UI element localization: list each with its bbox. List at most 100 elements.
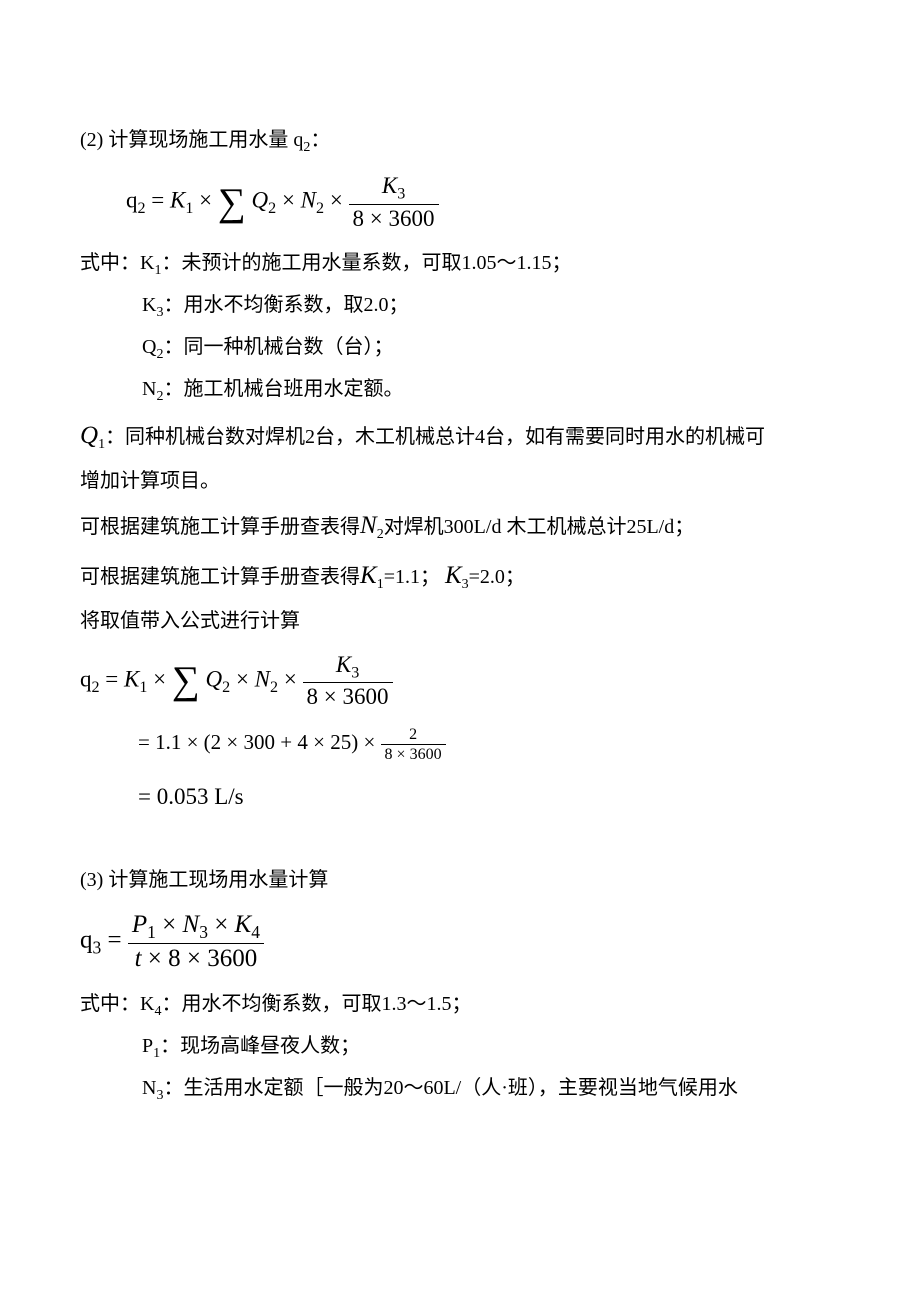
lookup1-pre: 可根据建筑施工计算手册查表得 — [80, 516, 360, 538]
sec3-formula: q3 = P1 × N3 × K4 t × 8 × 3600 — [80, 910, 840, 974]
c1-Q2: Q — [206, 666, 223, 691]
s3-t2: × — [208, 911, 235, 938]
sec2-defs-q2: Q2：同一种机械台数（台）； — [80, 327, 840, 369]
s3-N-sub: 3 — [199, 922, 208, 942]
c2-frac: 2 8 × 3600 — [381, 725, 446, 764]
sec2-lookup1: 可根据建筑施工计算手册查表得N2对焊机300L/d 木工机械总计25L/d； — [80, 501, 840, 551]
sec2-calc-lead: 将取值带入公式进行计算 — [80, 601, 840, 641]
c1-lhs: q — [80, 666, 92, 691]
defs-k1-txt: ：未预计的施工用水量系数，可取1.05～1.15； — [161, 252, 571, 274]
f-num-sub: 3 — [397, 186, 405, 203]
sec2-heading-tail: ： — [310, 129, 330, 151]
lookup1-N-sub: 2 — [377, 527, 384, 542]
sec2-q1-line2: 增加计算项目。 — [80, 461, 840, 501]
q1-sub: 1 — [98, 437, 105, 452]
c1-num-sub: 3 — [351, 664, 359, 681]
c2-num: 2 — [381, 725, 446, 745]
s3-k4: K — [140, 993, 154, 1015]
lookup2-K1-sub: 1 — [377, 577, 384, 592]
f-N2-sub: 2 — [316, 200, 324, 217]
c1-N2-sub: 2 — [270, 679, 278, 696]
q1-sym: Q — [80, 422, 98, 449]
sec2-defs-k3: K3：用水不均衡系数，取2.0； — [80, 285, 840, 327]
lookup1-vals: 对焊机300L/d 木工机械总计25L/d； — [384, 516, 695, 538]
sec2-lookup2: 可根据建筑施工计算手册查表得K1=1.1； K3=2.0； — [80, 551, 840, 601]
c2-a: = 1.1 × (2 × 300 + 4 × 25) × — [138, 730, 381, 754]
c2-den: 8 × 3600 — [381, 745, 446, 764]
f-times1: × — [199, 188, 218, 213]
sec2-formula: q2 = K1 × ∑ Q2 × N2 × K3 8 × 3600 — [126, 172, 840, 233]
c1-frac: K3 8 × 3600 — [303, 651, 393, 712]
s3-p1: P — [142, 1035, 153, 1057]
q1-txt1: ：同种机械台数对焊机2台，木工机械总计4台，如有需要同时用水的机械可 — [105, 426, 765, 448]
c1-t2: × — [236, 666, 255, 691]
c1-t1: × — [153, 666, 172, 691]
f-Q2: Q — [252, 188, 269, 213]
c1-Q2-sub: 2 — [222, 679, 230, 696]
s3-t: t — [135, 945, 142, 972]
c1-t3: × — [284, 666, 303, 691]
defs-q2: Q — [142, 336, 156, 358]
sec3-heading: (3) 计算施工现场用水量计算 — [80, 860, 840, 900]
f-den: 8 × 3600 — [349, 205, 439, 233]
s3-den-rest: × 8 × 3600 — [142, 945, 258, 972]
s3-frac: P1 × N3 × K4 t × 8 × 3600 — [128, 910, 264, 974]
q1-txt2: 增加计算项目。 — [80, 470, 220, 492]
defs-lead: 式中： — [80, 252, 140, 274]
sec3-defs-n3: N3：生活用水定额［一般为20～60L/（人·班），主要视当地气候用水 — [80, 1068, 840, 1110]
s3-N: N — [183, 911, 200, 938]
s3-P: P — [132, 911, 147, 938]
c1-eq: = — [105, 666, 124, 691]
sec2-calc-line2: = 1.1 × (2 × 300 + 4 × 25) × 2 8 × 3600 — [80, 721, 840, 764]
f-frac: K3 8 × 3600 — [349, 172, 439, 233]
lookup2-pre: 可根据建筑施工计算手册查表得 — [80, 566, 360, 588]
s3-p1-txt: ：现场高峰昼夜人数； — [160, 1035, 360, 1057]
calc-lead: 将取值带入公式进行计算 — [80, 610, 300, 632]
sigma-icon: ∑ — [218, 183, 246, 222]
s3-eq: = — [108, 927, 128, 954]
lookup1-N: N — [360, 512, 377, 539]
s3-defs-lead: 式中： — [80, 993, 140, 1015]
f-eq: = — [151, 188, 170, 213]
s3-lhs-sub: 3 — [93, 938, 102, 958]
c1-K1: K — [124, 666, 139, 691]
sec2-defs-n2: N2：施工机械台班用水定额。 — [80, 369, 840, 411]
sec3-defs-k4: 式中：K4：用水不均衡系数，可取1.3～1.5； — [80, 984, 840, 1026]
s3-n3: N — [142, 1077, 156, 1099]
sigma-icon-2: ∑ — [172, 661, 200, 700]
f-K1-sub: 1 — [185, 200, 193, 217]
defs-q2-txt: ：同一种机械台数（台）； — [163, 336, 393, 358]
c1-lhs-sub: 2 — [92, 679, 100, 696]
c1-K1-sub: 1 — [139, 679, 147, 696]
c1-num-K: K — [336, 652, 351, 677]
c1-den: 8 × 3600 — [303, 683, 393, 711]
defs-n2-txt: ：施工机械台班用水定额。 — [163, 378, 403, 400]
sec2-q1-line1: Q1：同种机械台数对焊机2台，木工机械总计4台，如有需要同时用水的机械可 — [80, 411, 840, 461]
defs-n2: N — [142, 378, 156, 400]
s3-lhs: q — [80, 927, 93, 954]
sec3-defs-p1: P1：现场高峰昼夜人数； — [80, 1026, 840, 1068]
lookup2-K1-val: =1.1； — [384, 566, 440, 588]
f-times2: × — [282, 188, 301, 213]
defs-k3: K — [142, 294, 156, 316]
sec2-defs-k1: 式中：K1：未预计的施工用水量系数，可取1.05～1.15； — [80, 243, 840, 285]
s3-k4-txt: ：用水不均衡系数，可取1.3～1.5； — [161, 993, 471, 1015]
f-lhs-sub: 2 — [138, 200, 146, 217]
s3-n3-txt: ：生活用水定额［一般为20～60L/（人·班），主要视当地气候用水 — [163, 1077, 737, 1099]
s3-K: K — [235, 911, 252, 938]
s3-t1: × — [156, 911, 183, 938]
lookup2-K3: K — [445, 562, 462, 589]
lookup2-K1: K — [360, 562, 377, 589]
f-Q2-sub: 2 — [268, 200, 276, 217]
sec2-calc-line3: = 0.053 L/s — [80, 774, 840, 820]
s3-P-sub: 1 — [147, 922, 156, 942]
f-N2: N — [301, 188, 316, 213]
sec2-calc-line1: q2 = K1 × ∑ Q2 × N2 × K3 8 × 3600 — [80, 651, 840, 712]
f-times3: × — [330, 188, 349, 213]
lookup2-K3-val: =2.0； — [469, 566, 525, 588]
page: (2) 计算现场施工用水量 q2： q2 = K1 × ∑ Q2 × N2 × … — [0, 0, 920, 1302]
defs-k3-txt: ：用水不均衡系数，取2.0； — [163, 294, 408, 316]
spacer — [80, 830, 840, 860]
sec3-heading-text: (3) 计算施工现场用水量计算 — [80, 869, 328, 891]
c3: = 0.053 L/s — [138, 784, 244, 809]
